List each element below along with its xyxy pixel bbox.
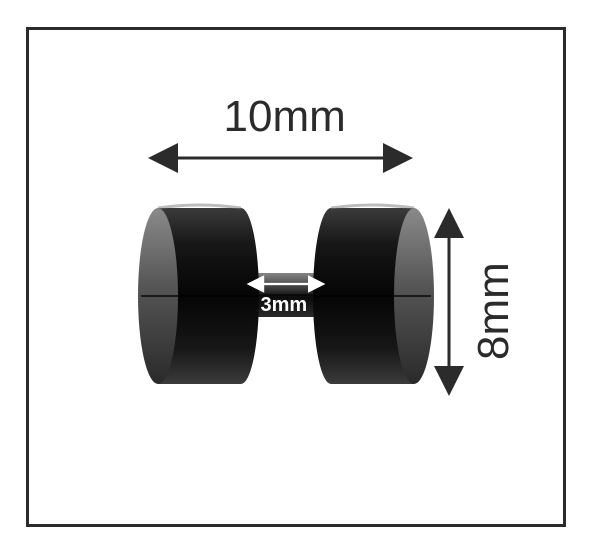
dim-right-label: 8mm xyxy=(469,262,519,360)
left-disc xyxy=(138,205,259,384)
right-disc xyxy=(313,205,434,384)
diagram-frame: 10mm 8mm 3mm xyxy=(26,27,566,527)
dim-center-label: 3mm xyxy=(261,294,308,317)
dim-top-label: 10mm xyxy=(224,92,346,142)
